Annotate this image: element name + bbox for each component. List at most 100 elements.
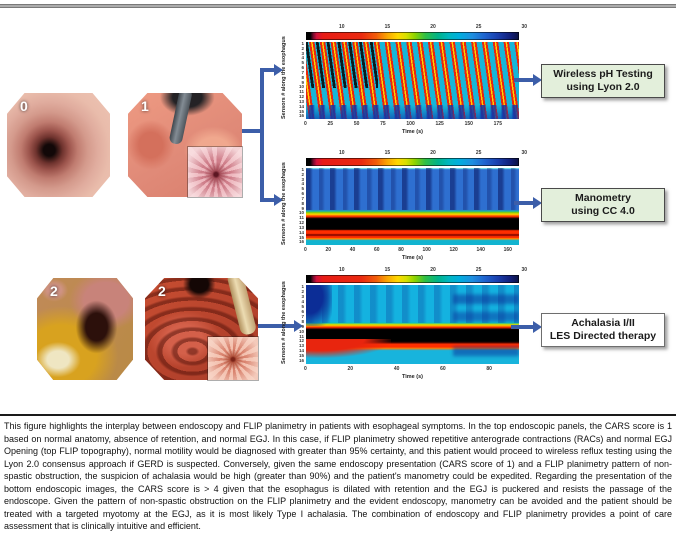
colorbar-tick: 30 — [521, 267, 527, 273]
branch-arrow-stem — [242, 129, 264, 133]
sensor-tick: 2 — [301, 45, 304, 51]
y-axis-label: Sensors # along the esophagus — [281, 281, 287, 364]
sensor-tick: 6 — [301, 191, 304, 197]
arrow-head-to-box-1 — [533, 74, 542, 86]
sensor-tick: 16 — [298, 239, 304, 245]
time-tick: 20 — [325, 247, 332, 253]
endoscopy-panel-2a: 2 — [37, 278, 133, 380]
arrow-head-to-box-3 — [533, 321, 542, 333]
sensor-tick: 9 — [301, 79, 304, 85]
sensor-tick: 3 — [301, 50, 304, 56]
sensor-tick: 10 — [298, 210, 304, 216]
colorbar-tick: 10 — [339, 24, 345, 30]
colorbar-tick-labels: 10 15 20 25 30 — [339, 24, 527, 31]
x-axis-label: Time (s) — [402, 374, 423, 380]
time-tick: 120 — [449, 247, 458, 253]
sensor-tick: 13 — [298, 343, 304, 349]
outcome-box-line2: LES Directed therapy — [549, 330, 657, 342]
outcome-box-line1: Manometry — [574, 191, 631, 204]
time-tick: 125 — [435, 121, 444, 127]
colorbar — [306, 32, 519, 40]
sensor-tick: 5 — [301, 303, 304, 309]
egj-inset-image — [188, 147, 242, 197]
sensor-tick: 11 — [299, 89, 304, 95]
flip-plot-bottom: 10 15 20 25 30 Sensors # along the esophagus… — [281, 267, 535, 391]
sensor-tick: 5 — [301, 186, 304, 192]
time-tick: 75 — [380, 121, 386, 127]
sensor-tick-labels: 1 2 3 4 5 6 7 8 9 10 11 12 13 14 15 16 — [295, 284, 304, 364]
sensor-tick: 6 — [301, 65, 304, 71]
sensor-tick: 12 — [298, 338, 304, 344]
top-divider-rule — [0, 4, 676, 8]
time-tick: 25 — [327, 121, 334, 127]
colorbar-tick: 25 — [475, 267, 482, 273]
sensor-tick: 1 — [301, 284, 304, 289]
outcome-box-line1: Achalasia I/II — [571, 316, 635, 329]
y-axis-label: Sensors # along the esophagus — [281, 36, 287, 119]
heatmap-obstruction-pattern — [306, 168, 519, 245]
panel-score-label: 2 — [158, 283, 166, 299]
time-tick: 60 — [440, 366, 446, 372]
sensor-tick: 3 — [301, 176, 304, 182]
sensor-tick: 1 — [301, 167, 304, 172]
heatmap-red-region — [306, 338, 392, 361]
time-tick: 0 — [304, 247, 307, 253]
endoscopy-panel-2b: 2 — [145, 278, 258, 380]
colorbar-tick: 15 — [384, 150, 391, 156]
time-tick: 40 — [349, 247, 356, 253]
time-tick: 0 — [304, 121, 307, 127]
outcome-box-line2: using CC 4.0 — [571, 205, 635, 217]
time-tick: 160 — [503, 247, 512, 253]
branch-arrow-bottom-line — [260, 198, 274, 202]
sensor-tick: 1 — [301, 41, 304, 46]
time-tick: 50 — [353, 121, 360, 127]
flip-plot-top: 10 15 20 25 30 Sensors # along the esophagus… — [281, 24, 535, 140]
sensor-tick: 9 — [301, 205, 304, 211]
arrow-to-bottom-plot-line — [258, 324, 294, 328]
sensor-tick-labels: 1 2 3 4 5 6 7 8 9 10 11 12 13 14 15 16 — [295, 41, 304, 119]
colorbar-tick: 20 — [430, 24, 436, 30]
colorbar-tick-labels: 10 15 20 25 30 — [339, 267, 527, 274]
colorbar-tick: 10 — [339, 267, 345, 273]
arrow-head-to-top-plot — [274, 64, 283, 76]
outcome-box-wireless-ph: Wireless pH Testing using Lyon 2.0 — [541, 64, 665, 98]
sensor-tick: 4 — [301, 55, 304, 61]
sensor-tick: 16 — [298, 358, 304, 364]
time-tick: 80 — [398, 247, 404, 253]
sensor-tick-labels: 1 2 3 4 5 6 7 8 9 10 11 12 13 14 15 16 — [295, 167, 304, 245]
arrow-head-to-middle-plot — [274, 194, 283, 206]
endoscopy-image-normal-esophagus — [7, 93, 110, 197]
sensor-tick: 5 — [301, 60, 304, 66]
time-tick: 140 — [476, 247, 485, 253]
endoscope-shaft — [168, 93, 194, 146]
endoscope-shaft — [226, 278, 258, 337]
sensor-tick: 8 — [301, 318, 304, 324]
panel-score-label: 0 — [20, 98, 28, 114]
time-tick: 150 — [464, 121, 473, 127]
x-axis-label: Time (s) — [402, 255, 423, 261]
outcome-box-achalasia-therapy: Achalasia I/II LES Directed therapy — [541, 313, 665, 347]
endoscopy-panel-1: 1 — [128, 93, 242, 197]
colorbar-tick: 30 — [521, 24, 527, 30]
sensor-tick: 4 — [301, 298, 304, 304]
x-axis-tick-labels: 0 20 40 60 80 100 120 140 160 — [304, 247, 512, 253]
outcome-box-line2: using Lyon 2.0 — [566, 81, 640, 93]
sensor-tick: 7 — [301, 69, 304, 75]
endoscopy-panel-0: 0 — [7, 93, 110, 197]
sensor-tick: 13 — [298, 98, 304, 104]
colorbar — [306, 158, 519, 166]
branch-arrow-top-line — [260, 68, 274, 72]
colorbar-tick: 15 — [384, 24, 391, 30]
sensor-tick: 7 — [301, 195, 304, 201]
flip-plot-middle: 10 15 20 25 30 Sensors # along the esophagus… — [281, 150, 535, 266]
sensor-tick: 12 — [298, 94, 304, 100]
colorbar-tick: 15 — [384, 267, 391, 273]
sensor-tick: 8 — [301, 74, 304, 80]
colorbar-tick: 20 — [430, 150, 436, 156]
time-tick: 80 — [486, 366, 492, 372]
sensor-tick: 10 — [298, 84, 304, 90]
x-axis-label: Time (s) — [402, 129, 423, 135]
sensor-tick: 3 — [301, 293, 304, 299]
sensor-tick: 7 — [301, 313, 304, 319]
